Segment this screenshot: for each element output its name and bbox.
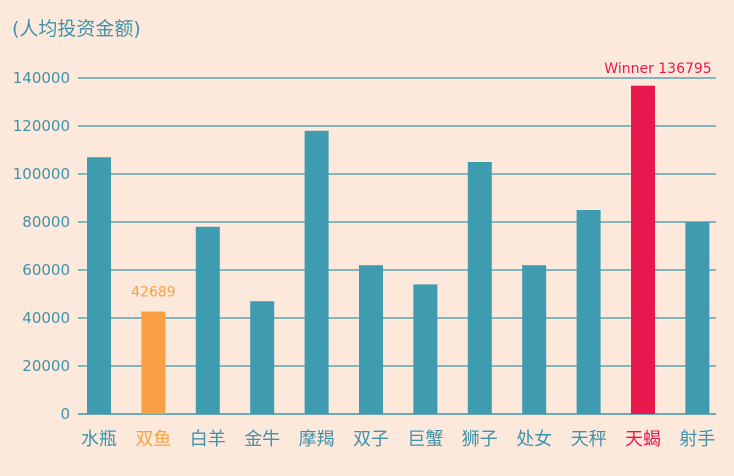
y-ticks: 0 20000 40000 60000 80000 100000 120000 140000	[13, 69, 70, 423]
x-labels: 水瓶 双鱼 白羊 金牛 摩羯 双子 巨蟹 狮子 处女 天秤 天蝎 射手	[81, 429, 715, 450]
x-tick-label: 双子	[353, 429, 389, 450]
y-tick-label: 20000	[22, 357, 70, 375]
annotations: 42689 Winner 136795	[131, 61, 712, 301]
x-tick-label: 金牛	[244, 429, 280, 450]
bar	[631, 85, 655, 414]
y-tick-label: 100000	[13, 165, 70, 183]
grid	[78, 77, 716, 415]
y-axis-label: (人均投资金额)	[12, 18, 141, 40]
bar	[685, 222, 710, 414]
y-tick-label: 140000	[13, 69, 70, 87]
data-label: Winner 136795	[604, 61, 711, 77]
y-tick-label: 60000	[22, 261, 70, 279]
bar	[304, 130, 329, 415]
bar	[522, 265, 547, 414]
x-tick-label: 处女	[516, 429, 552, 450]
x-tick-label: 射手	[679, 429, 715, 450]
x-tick-label: 白羊	[190, 429, 226, 450]
bar	[250, 301, 275, 414]
bars	[87, 85, 710, 415]
x-tick-label: 水瓶	[81, 429, 117, 450]
bar	[467, 162, 492, 414]
bar	[141, 311, 166, 414]
bar	[359, 265, 383, 414]
y-tick-label: 120000	[13, 117, 70, 135]
x-tick-label: 天秤	[571, 429, 607, 450]
y-tick-label: 80000	[22, 213, 70, 231]
bar	[87, 157, 111, 414]
x-tick-label: 天蝎	[625, 429, 661, 450]
x-tick-label: 狮子	[462, 429, 498, 450]
x-tick-label: 巨蟹	[407, 429, 443, 450]
y-tick-label: 0	[60, 405, 70, 423]
data-label: 42689	[131, 285, 176, 301]
bar	[576, 210, 601, 414]
bar	[195, 226, 220, 414]
x-tick-label: 双鱼	[135, 429, 171, 450]
x-tick-label: 摩羯	[299, 429, 335, 450]
y-tick-label: 40000	[22, 309, 70, 327]
bar	[413, 284, 438, 414]
